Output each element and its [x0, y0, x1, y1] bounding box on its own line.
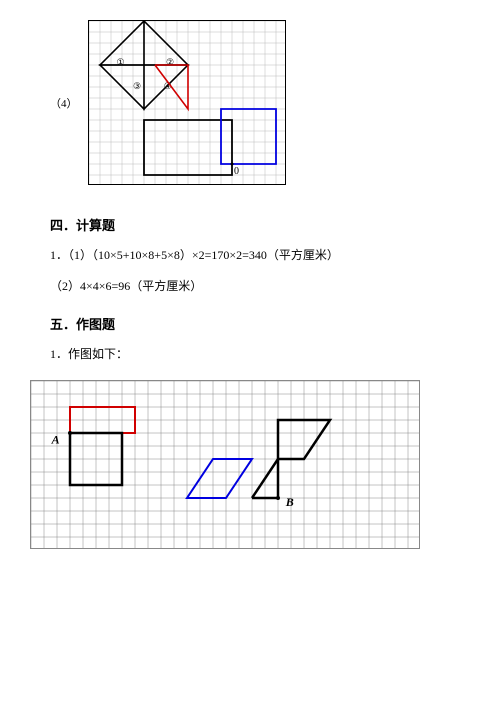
- svg-text:③: ③: [133, 81, 141, 91]
- section-5-item-1: 1．作图如下：: [50, 345, 450, 364]
- figure-2-container: AB: [30, 380, 450, 553]
- section-4-item-1: 1．（1）（10×5+10×8+5×8）×2=170×2=340（平方厘米）: [50, 246, 450, 265]
- svg-text:B: B: [285, 494, 294, 508]
- section-5-heading: 五．作图题: [50, 314, 450, 333]
- figure-1-svg: ①②③④0: [88, 20, 286, 185]
- section-4-heading: 四．计算题: [50, 215, 450, 234]
- figure-1-label: （4）: [50, 95, 78, 111]
- svg-text:①: ①: [116, 57, 124, 67]
- section-4-item-2: （2）4×4×6=96（平方厘米）: [50, 277, 450, 296]
- figure-2-svg: AB: [30, 380, 420, 549]
- figure-1-container: （4） ①②③④0: [50, 20, 450, 185]
- svg-text:0: 0: [234, 166, 239, 177]
- svg-text:A: A: [51, 432, 60, 446]
